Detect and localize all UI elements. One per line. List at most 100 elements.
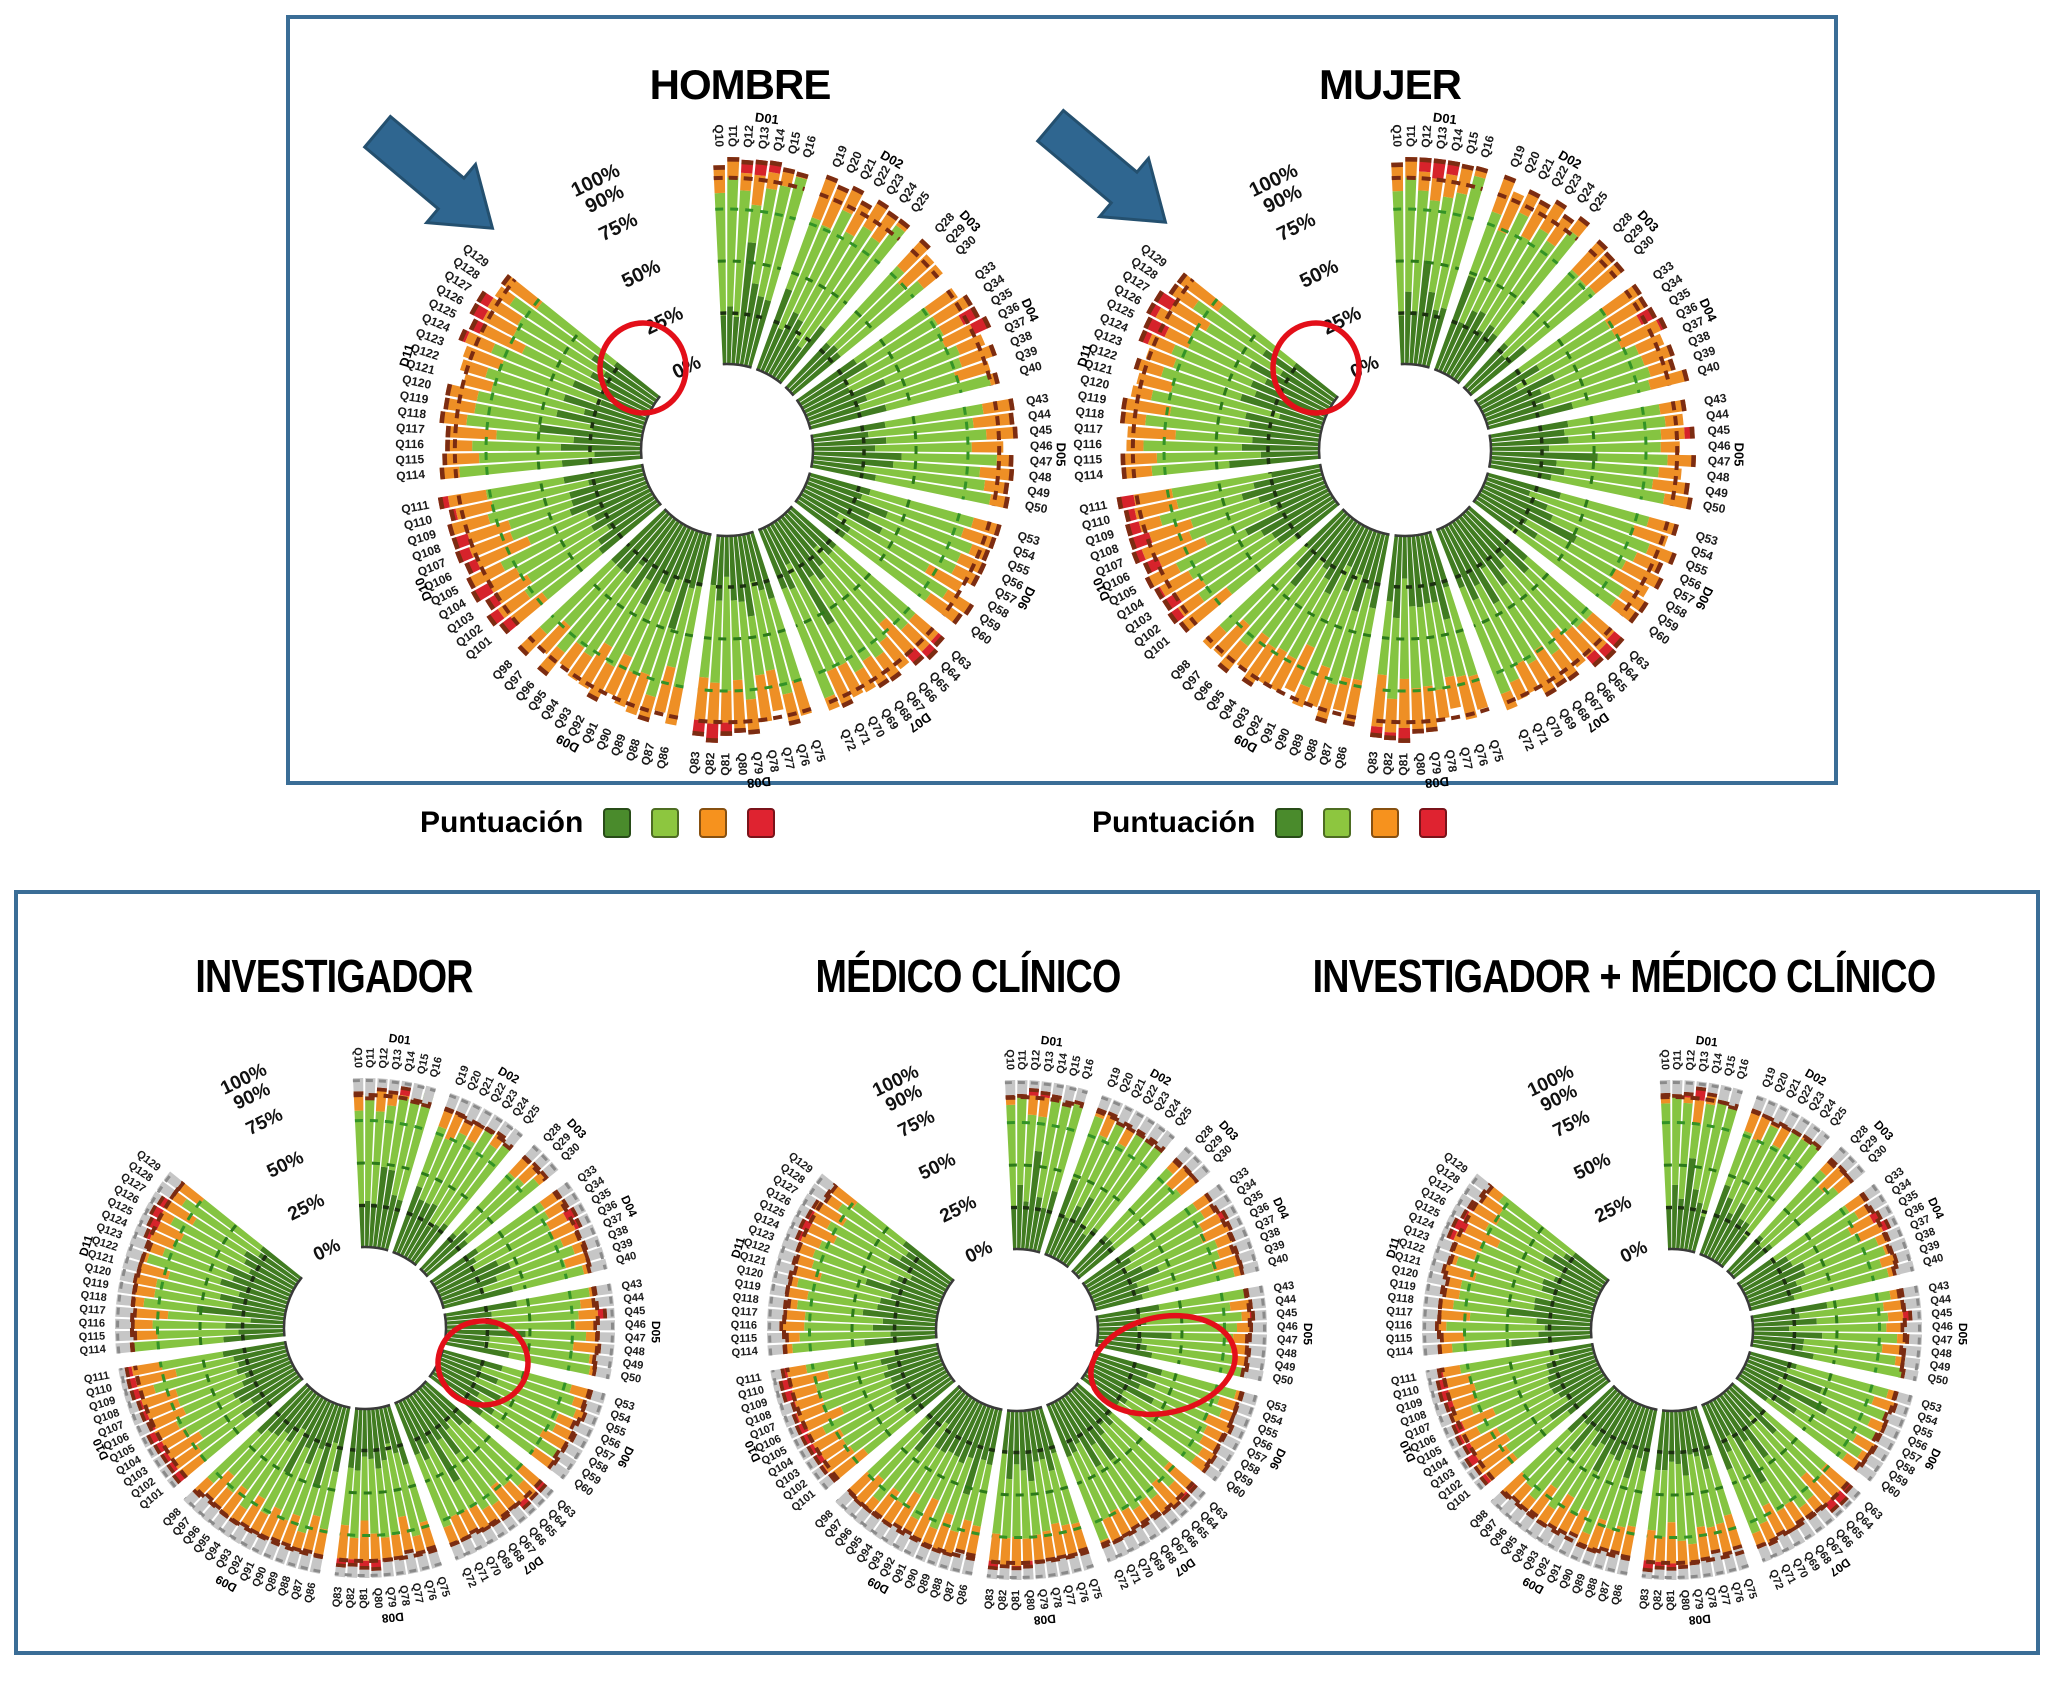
svg-text:Q16: Q16 [800,134,820,160]
svg-text:Q83: Q83 [1638,1588,1652,1610]
svg-text:Q76: Q76 [1074,1581,1091,1604]
radial-chart-investigador-medico-clinico: Q10 Q11 Q12 Q13Q14Q15Q16D01Q19Q20Q21Q22Q23Q… [1383,1033,1970,1628]
svg-text:0%: 0% [669,351,705,384]
svg-text:Q110: Q110 [1080,512,1111,532]
svg-text:Q111: Q111 [735,1372,762,1388]
svg-text:Q76: Q76 [422,1579,439,1602]
svg-text:Q111: Q111 [83,1370,110,1386]
svg-text:Q116: Q116 [395,437,424,451]
svg-text:Q47: Q47 [1030,454,1054,469]
svg-text:Q88: Q88 [1301,737,1321,763]
svg-text:Q40: Q40 [1018,359,1044,378]
svg-text:Q82: Q82 [1651,1589,1664,1610]
svg-text:Q80: Q80 [371,1587,384,1608]
svg-text:0%: 0% [962,1237,996,1268]
svg-text:Q43: Q43 [1273,1280,1295,1295]
svg-text:Q40: Q40 [1696,359,1722,378]
legend-label: Puntuación [1092,806,1256,839]
svg-text:Q46: Q46 [1030,439,1053,453]
svg-text:25%: 25% [1319,302,1365,339]
svg-text:Q15: Q15 [1463,130,1482,155]
title-hombre: HOMBRE [649,61,832,108]
svg-text:Q40: Q40 [615,1250,638,1267]
svg-text:Q76: Q76 [1729,1581,1746,1604]
legend-swatch-1 [1323,808,1352,838]
svg-text:Q83: Q83 [983,1588,997,1610]
svg-text:Q48: Q48 [1275,1347,1297,1361]
svg-text:Q75: Q75 [434,1575,451,1598]
svg-text:Q118: Q118 [397,404,427,421]
svg-text:Q39: Q39 [1691,343,1717,363]
legend-swatch-0 [603,808,632,838]
svg-text:Q13: Q13 [1697,1051,1711,1073]
legend-swatch-3 [1419,808,1448,838]
svg-text:Q86: Q86 [303,1581,319,1604]
svg-text:Q47: Q47 [625,1332,646,1345]
svg-text:Q80: Q80 [1413,752,1428,776]
svg-text:Q53: Q53 [1920,1398,1943,1415]
radial-chart-investigador: Q10 Q11 Q12 Q13Q14Q15Q16D01Q19Q20Q21Q22Q23Q… [76,1031,663,1626]
svg-text:D01: D01 [754,109,779,127]
svg-text:Q11: Q11 [1672,1050,1684,1070]
radial-chart-mujer: Q10 Q11 Q12 Q13Q14Q15Q16D01Q19Q20Q21Q22Q23Q… [1073,109,1747,791]
svg-text:75%: 75% [895,1106,938,1142]
svg-text:Q11: Q11 [365,1048,377,1068]
svg-text:Q86: Q86 [1332,745,1350,770]
svg-text:Q14: Q14 [770,127,788,152]
svg-text:Q110: Q110 [737,1384,765,1402]
svg-text:Q49: Q49 [1274,1359,1296,1374]
svg-text:Q11: Q11 [1404,125,1418,148]
svg-text:D11: D11 [1074,342,1095,368]
svg-text:Q116: Q116 [731,1319,757,1331]
svg-text:Q81: Q81 [1665,1590,1677,1611]
svg-text:Q15: Q15 [785,130,804,155]
svg-text:D01: D01 [388,1031,412,1048]
svg-text:Q50: Q50 [1271,1372,1294,1388]
svg-text:Q78: Q78 [1443,749,1460,774]
svg-text:Q13: Q13 [755,125,772,150]
title-medico-clinico: MÉDICO CLÍNICO [815,950,1122,1002]
svg-text:Q16: Q16 [1080,1058,1097,1081]
svg-text:50%: 50% [1571,1149,1614,1185]
svg-text:Q45: Q45 [1029,423,1053,438]
svg-text:Q110: Q110 [85,1382,113,1400]
svg-text:Q45: Q45 [1276,1307,1297,1320]
svg-text:Q117: Q117 [1074,420,1104,436]
svg-text:D05: D05 [1053,442,1068,466]
svg-text:Q79: Q79 [750,751,766,775]
legend-swatches [1275,808,1448,838]
svg-text:Q120: Q120 [83,1261,112,1278]
svg-text:Q114: Q114 [1074,467,1104,483]
svg-text:Q43: Q43 [621,1278,643,1293]
svg-text:Q120: Q120 [401,372,433,392]
svg-text:Q80: Q80 [1678,1589,1691,1610]
svg-text:Q115: Q115 [395,452,424,467]
legend-swatch-0 [1275,808,1304,838]
svg-text:Q75: Q75 [1741,1577,1758,1600]
svg-text:Q117: Q117 [731,1305,758,1319]
svg-text:D11: D11 [396,342,417,368]
svg-text:Q118: Q118 [732,1291,760,1306]
svg-text:Q12: Q12 [1419,124,1435,148]
title-investigador: INVESTIGADOR [195,950,473,1002]
svg-text:Q87: Q87 [1596,1580,1613,1603]
svg-text:Q110: Q110 [402,512,433,532]
svg-text:Q82: Q82 [996,1589,1009,1610]
svg-text:Q75: Q75 [1486,738,1506,764]
svg-text:Q10: Q10 [1390,124,1405,147]
svg-text:Q40: Q40 [1922,1252,1945,1269]
title-mujer: MUJER [1318,61,1462,108]
svg-text:Q114: Q114 [1386,1345,1414,1359]
svg-text:Q117: Q117 [79,1303,106,1317]
svg-text:Q47: Q47 [1277,1334,1298,1347]
svg-text:D01: D01 [1695,1033,1719,1050]
svg-text:Q45: Q45 [624,1305,645,1318]
svg-text:Q76: Q76 [1472,742,1491,768]
svg-text:Q116: Q116 [79,1317,105,1329]
svg-text:Q87: Q87 [638,741,657,767]
svg-text:Q83: Q83 [686,750,702,774]
svg-text:Q49: Q49 [1929,1359,1951,1374]
svg-text:Q44: Q44 [1275,1293,1298,1307]
svg-text:Q15: Q15 [1067,1055,1083,1078]
svg-text:Q48: Q48 [1930,1347,1952,1361]
